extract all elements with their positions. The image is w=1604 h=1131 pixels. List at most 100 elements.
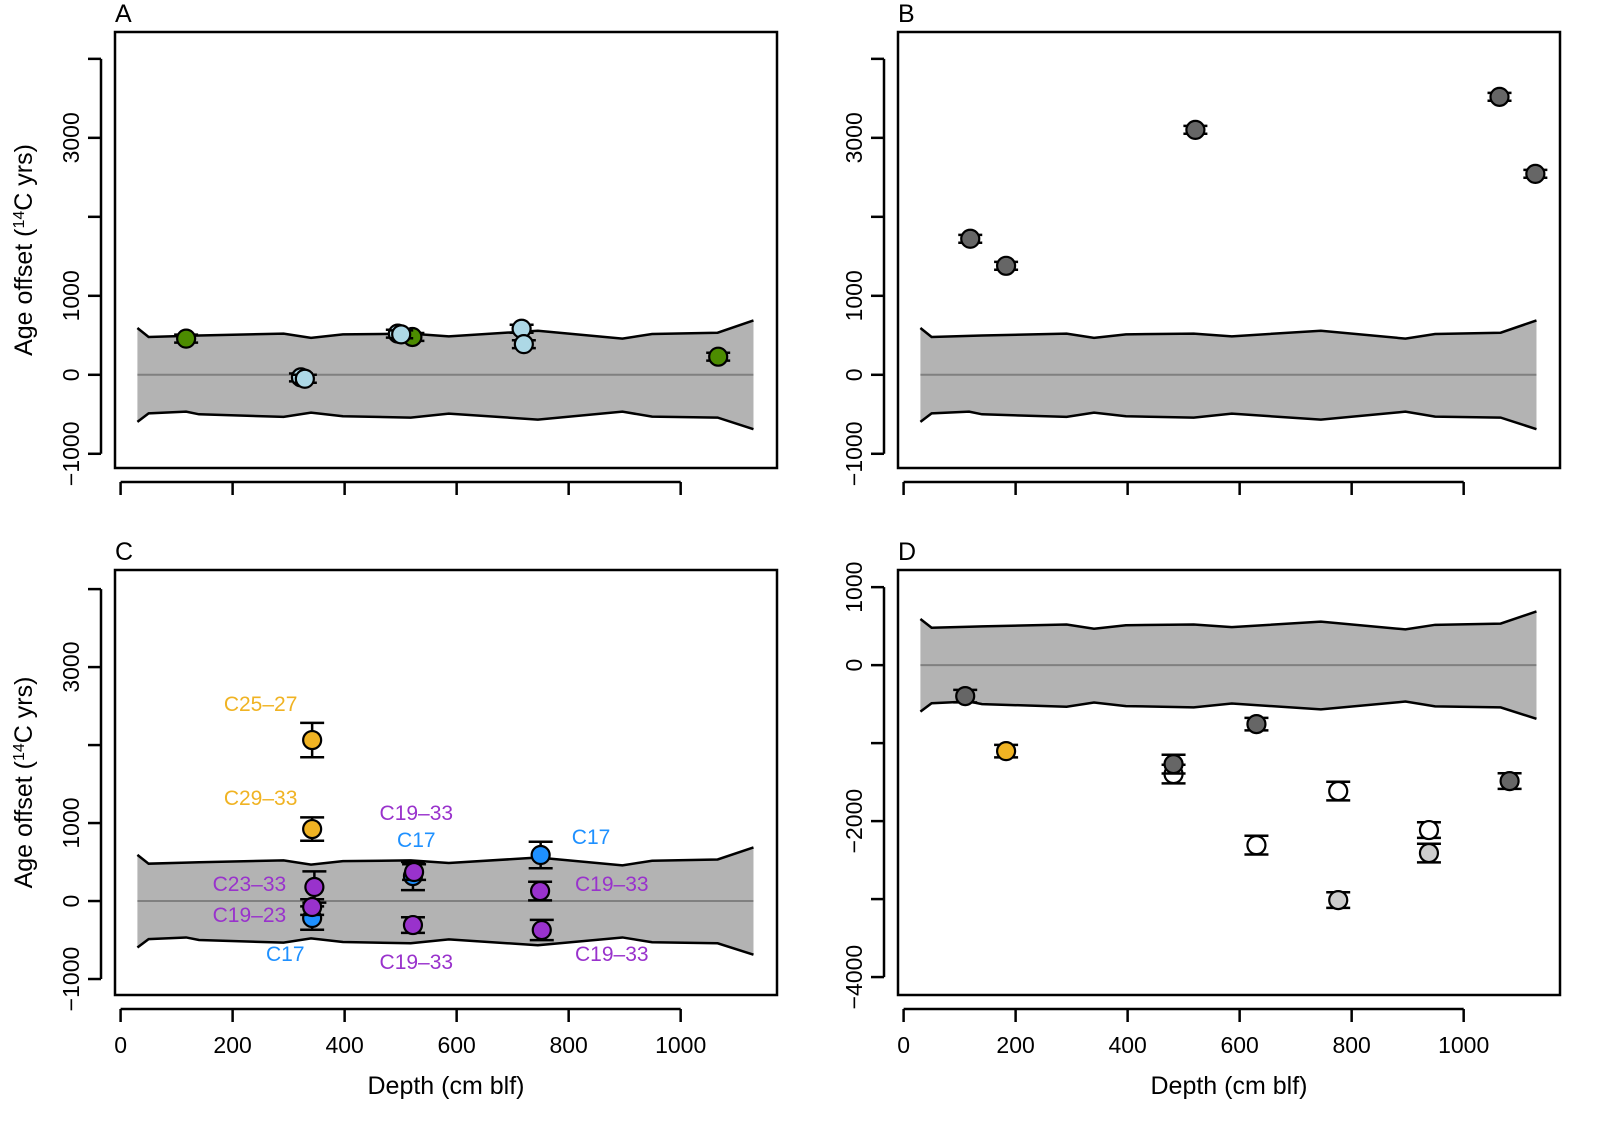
data-point [300,816,325,843]
plot-frame [896,568,1562,997]
panel-label: A [115,0,132,28]
y-label-text: C yrs) [10,677,38,744]
point-marker [1418,842,1440,864]
y-tick-label: 1000 [841,270,867,321]
annotation-label: C19–33 [380,802,454,825]
point-marker [531,919,552,941]
panel-a: −1000 0 1000 3000 Age offset (14C yrs) A [10,0,779,495]
annotation-label: C19–33 [380,951,454,974]
annotation-label: C29–33 [224,787,298,810]
x-tick-label: 0 [897,1032,910,1058]
point-marker [304,876,325,898]
x-tick-label: 800 [549,1032,587,1058]
y-tick-label: −1000 [58,947,84,1012]
data-point [528,880,553,902]
annotation-label: C17 [397,829,436,852]
data-point [1487,86,1512,107]
band-lower-line [136,936,754,956]
y-tick-label: −4000 [841,945,867,1010]
data-point [300,896,325,918]
point-marker [955,685,976,707]
x-axis-label: Depth (cm blf) [368,1072,525,1100]
x-tick-label: 400 [1108,1032,1146,1058]
point-marker [708,346,729,367]
x-tick-label: 200 [213,1032,251,1058]
data-point [1523,163,1548,184]
data-point [389,324,414,345]
y-tick-label: 0 [58,895,84,908]
data-point [1183,119,1208,140]
data-point [300,721,325,759]
y-tick-label: −2000 [841,789,867,854]
data-point [174,328,199,349]
data-point [1497,770,1522,792]
data-point [1326,889,1351,911]
panel-label: C [115,538,133,566]
y-tick-label: 1000 [58,797,84,848]
point-marker [402,914,424,936]
x-tick-label: 0 [114,1032,127,1058]
panel-c: C25–27 C29–33 C19–33 C17 C17 C23–33 C19–33 C19–… [10,538,779,1100]
data-point [529,918,554,942]
y-axis-label: Age offset (14C yrs) [10,677,38,889]
point-marker [960,228,981,249]
y-tick-label: −1000 [841,421,867,486]
x-tick-label: 800 [1332,1032,1370,1058]
data-point [400,914,425,936]
point-marker [513,334,534,355]
point-marker [1328,889,1349,911]
point-marker [302,896,323,918]
annotation-label: C19–33 [575,873,649,896]
point-marker [1328,780,1349,802]
x-tick-label: 200 [996,1032,1034,1058]
data-point [292,368,317,389]
point-marker [302,729,323,751]
y-axis-label: Age offset (14C yrs) [10,144,38,356]
point-marker [1246,835,1267,856]
point-marker [1185,119,1206,140]
point-marker [995,255,1017,276]
plot-frame [113,568,779,997]
data-point [1326,780,1351,802]
y-tick-label: 0 [841,659,867,672]
point-marker [529,880,551,902]
data-point [511,334,536,355]
point-marker [1489,86,1510,107]
y-tick-label: 1000 [58,270,84,321]
band-upper-line [919,319,1537,340]
plot-frame [113,30,779,470]
data-point [1244,713,1269,735]
data-point [994,741,1019,762]
panel-label: D [898,538,916,566]
point-marker [294,368,315,389]
point-marker [1246,713,1267,735]
point-marker [302,818,323,840]
band-lower-line [136,410,754,431]
y-tick-label: 1000 [841,562,867,613]
annotation-label: C19–33 [575,943,649,966]
x-tick-label: 400 [325,1032,363,1058]
y-label-superscript: 14 [11,743,28,761]
y-tick-label: 3000 [841,112,867,163]
data-point [528,840,553,870]
y-tick-label: 3000 [58,642,84,693]
x-tick-label: 1000 [655,1032,706,1058]
x-axis-label: Depth (cm blf) [1151,1072,1308,1100]
annotation-label: C17 [266,943,305,966]
data-point [1244,834,1269,856]
panel-d: 0 200 400 600 800 1000 Depth (cm blf) −4000 −200… [841,538,1562,1100]
y-label-text: Age offset ( [10,228,38,356]
panel-label: B [898,0,915,28]
y-tick-label: 3000 [58,112,84,163]
annotation-label: C17 [572,826,611,849]
data-point [706,346,731,367]
band-lower-line [919,410,1537,431]
point-marker [403,861,425,883]
y-tick-label: 0 [841,368,867,381]
y-label-text: C yrs) [10,144,38,211]
point-marker [530,844,551,866]
y-label-text: Age offset ( [10,760,38,888]
annotation-label: C19–23 [213,904,287,927]
point-marker [995,741,1017,762]
